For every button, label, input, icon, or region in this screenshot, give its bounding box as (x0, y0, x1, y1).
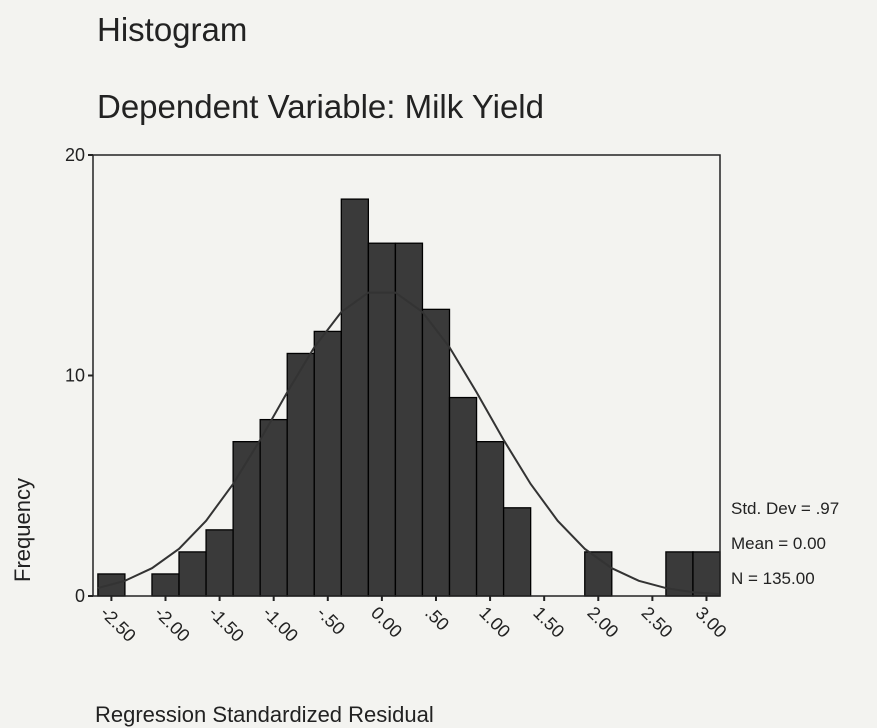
bar (367, 242, 397, 597)
normal-curve (97, 291, 721, 596)
x-axis-label: Regression Standardized Residual (95, 702, 434, 727)
bar (421, 308, 451, 597)
bar (259, 418, 288, 597)
bar (448, 396, 478, 597)
bar (286, 352, 315, 597)
bar (340, 198, 370, 597)
bar (178, 551, 207, 597)
bar (232, 440, 261, 597)
bar (502, 507, 532, 597)
y-tick-label: 0 (75, 586, 85, 606)
bar (151, 573, 180, 597)
annotation: Mean = 0.00 (731, 534, 826, 553)
annotation: Std. Dev = .97 (731, 499, 839, 518)
y-axis-label: Frequency (10, 478, 35, 582)
chart-subtitle: Dependent Variable: Milk Yield (97, 88, 544, 125)
annotation: N = 135.00 (731, 569, 815, 588)
bar (205, 529, 234, 597)
y-tick-label: 20 (65, 145, 85, 165)
y-tick-label: 10 (65, 366, 85, 386)
bar (692, 551, 721, 597)
bar (313, 330, 342, 597)
chart-title: Histogram (97, 11, 247, 48)
bar (475, 440, 505, 597)
